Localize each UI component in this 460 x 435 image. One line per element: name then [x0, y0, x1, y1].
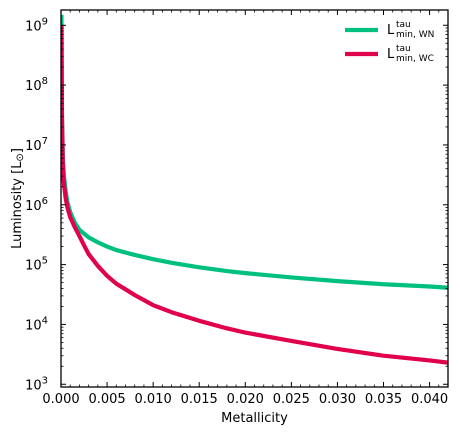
plot-frame: [60, 9, 449, 388]
legend-sub-1: min, WN: [396, 30, 434, 40]
y-tick-label: 107: [25, 136, 48, 154]
x-tick-label: 0.040: [411, 392, 448, 407]
legend-label-2: L: [387, 47, 395, 62]
y-tick-label: 106: [25, 196, 48, 214]
sun-symbol: ⊙: [15, 153, 26, 161]
x-tick-label: 0.035: [365, 392, 402, 407]
x-tick-label: 0.010: [135, 392, 172, 407]
y-tick-label: 105: [25, 256, 48, 274]
x-tick-label: 0.030: [319, 392, 356, 407]
x-tick-label: 0.005: [88, 392, 125, 407]
y-tick-label: 104: [25, 315, 48, 333]
series-layer: [61, 14, 448, 365]
x-tick-label: 0.020: [227, 392, 264, 407]
x-axis-label: Metallicity: [221, 411, 288, 426]
legend-sup-2: tau: [396, 44, 411, 54]
tick-labels-layer: 0.000 0.005 0.010 0.015 0.020 0.025 0.030 0.035…: [25, 16, 448, 407]
y-tick-label: 108: [25, 76, 48, 94]
y-axis-label-close: ]: [10, 148, 25, 153]
x-tick-label: 0.015: [181, 392, 218, 407]
ticks-layer: [60, 10, 448, 388]
legend-label-1: L: [387, 23, 395, 38]
y-tick-label: 109: [25, 16, 48, 34]
y-axis-label: Luminosity [L⊙]: [10, 148, 26, 249]
x-tick-label: 0.025: [273, 392, 310, 407]
y-axis-label-text: Luminosity [L: [10, 161, 25, 249]
x-tick-label: 0.000: [42, 392, 79, 407]
y-tick-label: 103: [25, 375, 48, 393]
series-line-2: [61, 25, 448, 365]
legend-sup-1: tau: [396, 20, 411, 30]
legend-sub-2: min, WC: [396, 54, 434, 64]
